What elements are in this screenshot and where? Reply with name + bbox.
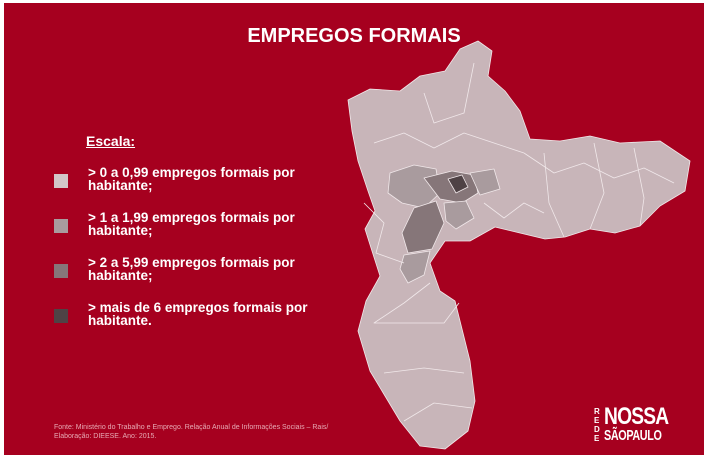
legend-item: > 1 a 1,99 empregos formais por habitant… [54,211,344,251]
district [443,200,475,230]
legend-label: > 0 a 0,99 empregos formais por habitant… [88,165,295,193]
district [399,250,431,284]
city-outline [347,40,691,450]
legend-item: > mais de 6 empregos formais por habitan… [54,301,344,341]
legend-label: > 2 a 5,99 empregos formais por habitant… [88,255,295,283]
map [347,40,691,450]
district-border [633,147,645,227]
logo-side: REDE [594,407,600,443]
legend-item: > 0 a 0,99 empregos formais por habitant… [54,166,344,206]
logo-bottom: SÃOPAULO [604,427,662,444]
district-border [523,152,675,184]
district-border [383,367,465,374]
source-note: Fonte: Ministério do Trabalho e Emprego.… [54,424,329,440]
district [469,168,501,196]
legend-swatch [54,219,68,233]
legend-heading: Escala: [86,133,136,149]
district [447,174,469,194]
legend-swatch [54,174,68,188]
district [401,200,445,254]
legend-label: > 1 a 1,99 empregos formais por habitant… [88,210,295,238]
legend-label: > mais de 6 empregos formais por habitan… [88,300,308,328]
district-border [589,142,605,230]
legend-item: > 2 a 5,99 empregos formais por habitant… [54,256,344,296]
district-border [403,402,473,422]
district-border [483,202,545,219]
district [387,164,441,209]
district-border [373,132,525,154]
logo-top: NOSSA [604,403,669,430]
legend-swatch [54,264,68,278]
district-border [373,282,460,324]
legend-swatch [54,309,68,323]
infographic: EMPREGOS FORMAIS Escala: > 0 a 0,99 empr… [4,3,704,455]
title: EMPREGOS FORMAIS [247,25,461,47]
district-border [423,62,475,124]
district-border [363,202,405,264]
district [423,170,479,204]
district-border [543,152,565,238]
